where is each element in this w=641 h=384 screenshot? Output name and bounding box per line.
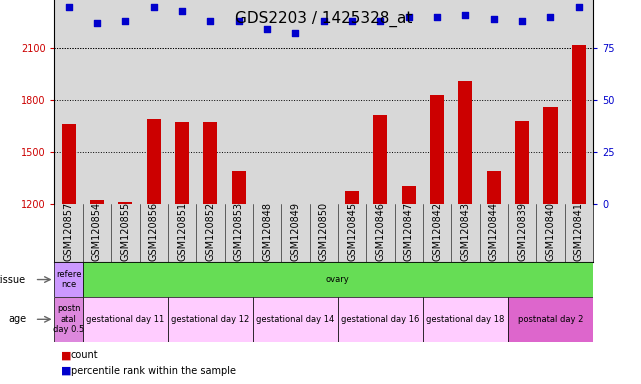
Bar bbox=[54, 262, 83, 297]
Bar bbox=[203, 122, 217, 204]
Point bbox=[149, 3, 159, 10]
Text: gestational day 14: gestational day 14 bbox=[256, 315, 335, 324]
Text: percentile rank within the sample: percentile rank within the sample bbox=[71, 366, 235, 376]
Text: postnatal day 2: postnatal day 2 bbox=[518, 315, 583, 324]
Point bbox=[488, 16, 499, 22]
Bar bbox=[147, 119, 161, 204]
Point bbox=[92, 20, 102, 26]
Text: tissue: tissue bbox=[0, 275, 26, 285]
Text: ■: ■ bbox=[61, 350, 71, 360]
Text: gestational day 11: gestational day 11 bbox=[86, 315, 165, 324]
Text: gestational day 18: gestational day 18 bbox=[426, 315, 504, 324]
Point bbox=[545, 14, 556, 20]
Point bbox=[347, 18, 357, 24]
Bar bbox=[168, 297, 253, 342]
Bar bbox=[458, 81, 472, 204]
Bar bbox=[118, 202, 133, 204]
Bar bbox=[253, 297, 338, 342]
Point bbox=[375, 18, 385, 24]
Point bbox=[460, 12, 470, 18]
Point bbox=[262, 26, 272, 32]
Text: refere
nce: refere nce bbox=[56, 270, 81, 289]
Point bbox=[233, 18, 244, 24]
Text: count: count bbox=[71, 350, 98, 360]
Text: GDS2203 / 1425328_at: GDS2203 / 1425328_at bbox=[235, 11, 412, 27]
Bar bbox=[231, 170, 246, 204]
Bar bbox=[515, 121, 529, 204]
Point bbox=[574, 3, 584, 10]
Bar bbox=[508, 297, 593, 342]
Text: ovary: ovary bbox=[326, 275, 350, 284]
Point bbox=[290, 30, 301, 36]
Point bbox=[517, 18, 527, 24]
Point bbox=[432, 14, 442, 20]
Point bbox=[121, 18, 131, 24]
Bar bbox=[572, 45, 586, 204]
Text: age: age bbox=[8, 314, 26, 324]
Bar bbox=[544, 107, 558, 204]
Bar bbox=[54, 297, 83, 342]
Point bbox=[177, 8, 187, 14]
Text: gestational day 16: gestational day 16 bbox=[341, 315, 420, 324]
Bar bbox=[338, 297, 423, 342]
Point bbox=[63, 3, 74, 10]
Bar bbox=[90, 200, 104, 204]
Text: ■: ■ bbox=[61, 366, 71, 376]
Point bbox=[205, 18, 215, 24]
Bar bbox=[430, 94, 444, 204]
Bar bbox=[373, 115, 387, 204]
Bar bbox=[83, 297, 168, 342]
Bar bbox=[345, 191, 359, 204]
Point bbox=[404, 14, 414, 20]
Bar bbox=[487, 170, 501, 204]
Bar bbox=[62, 124, 76, 204]
Bar bbox=[175, 122, 189, 204]
Bar bbox=[423, 297, 508, 342]
Text: gestational day 12: gestational day 12 bbox=[171, 315, 249, 324]
Bar bbox=[402, 186, 416, 204]
Point bbox=[319, 18, 329, 24]
Text: postn
atal
day 0.5: postn atal day 0.5 bbox=[53, 305, 84, 334]
